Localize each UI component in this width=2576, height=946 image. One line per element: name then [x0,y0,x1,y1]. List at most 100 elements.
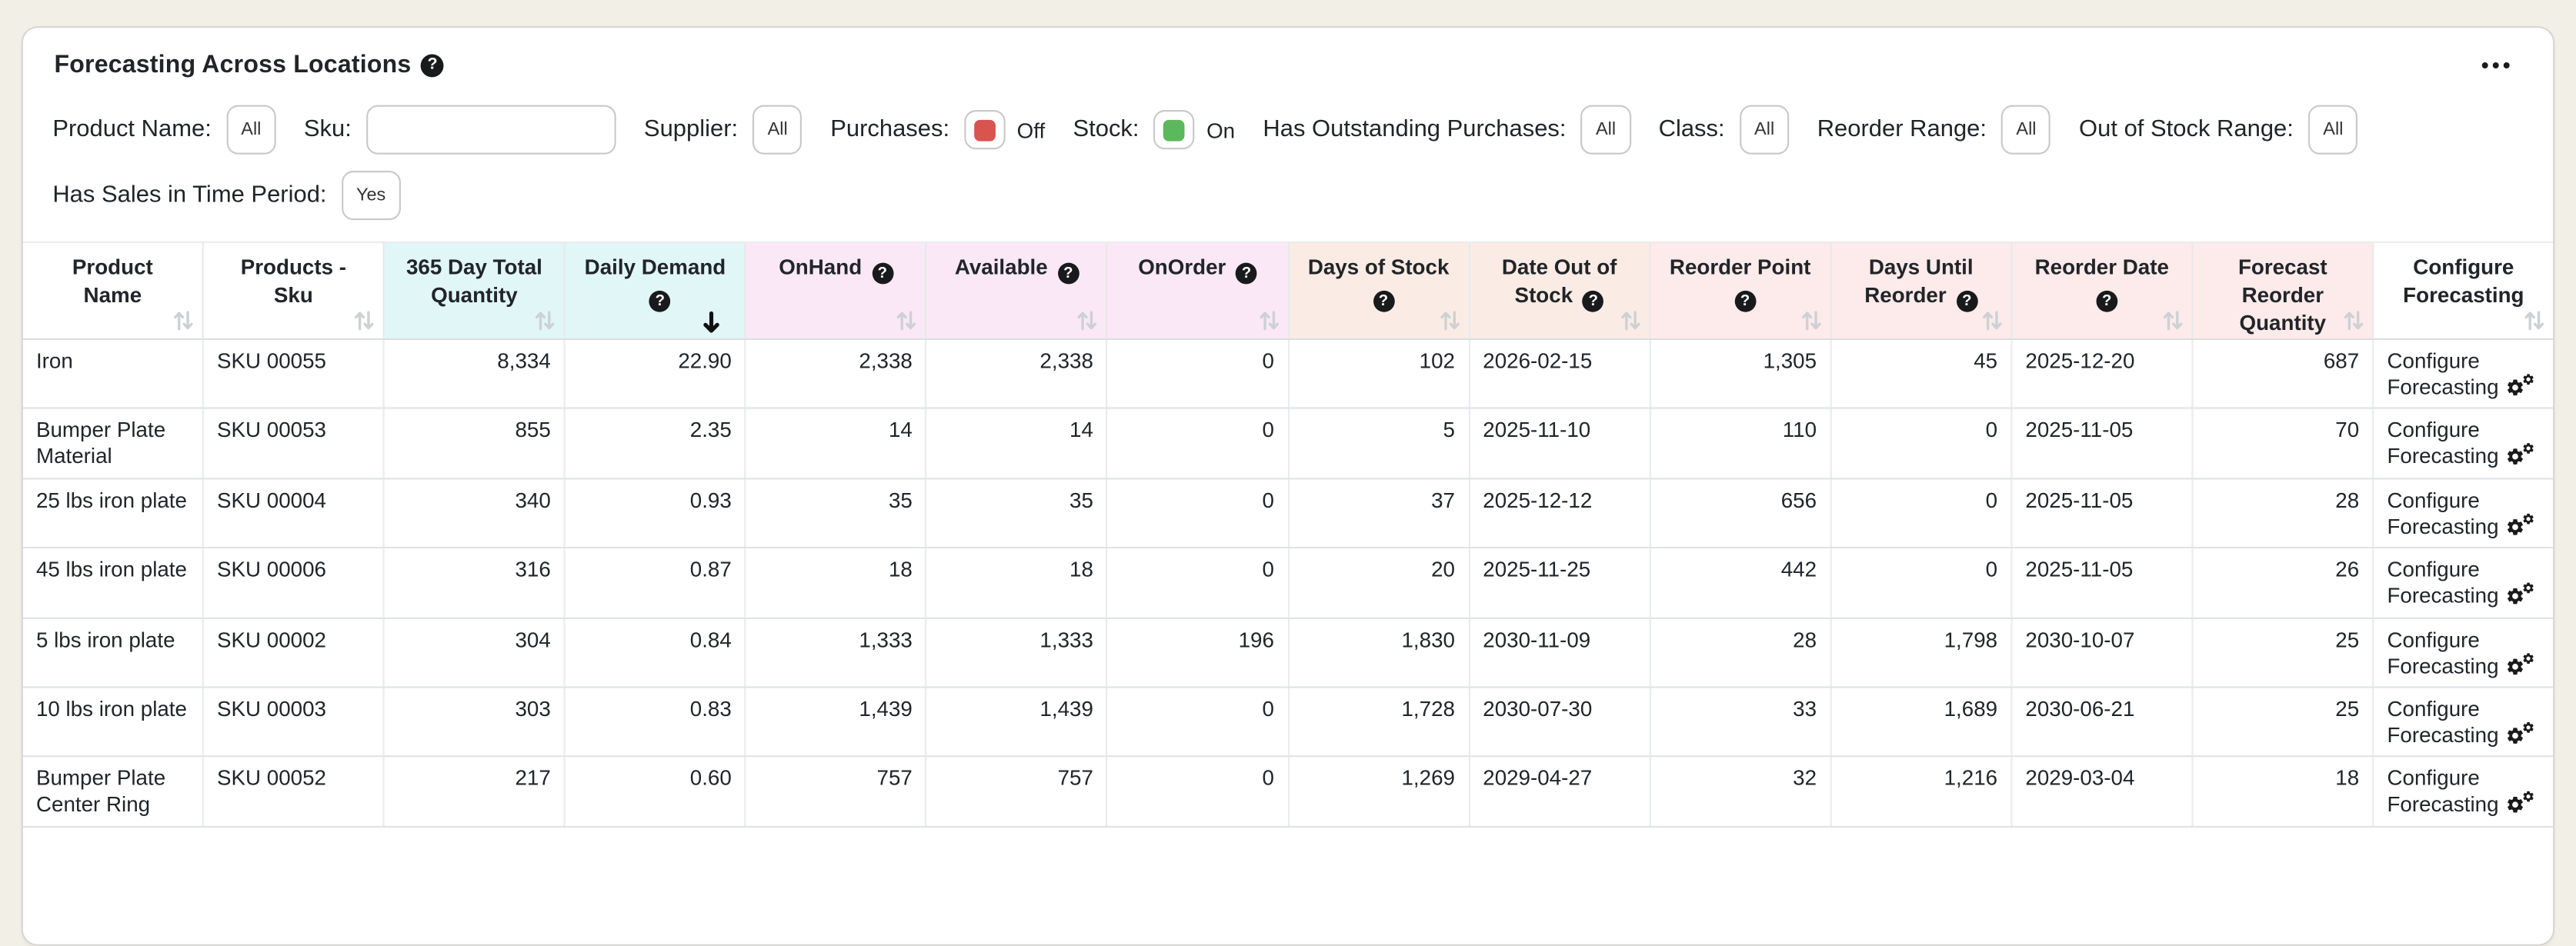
filter-out-of-stock-range: Out of Stock Range: All [2079,105,2358,155]
cell-date-out-of-stock: 2030-11-09 [1468,618,1649,686]
cell-days-of-stock: 1,269 [1287,758,1468,825]
filter-class: Class: All [1659,105,1790,155]
cell-available: 18 [926,549,1106,617]
gears-icon [2505,445,2534,467]
column-header-label: Available [955,255,1048,279]
cell-reorder-date: 2029-03-04 [2010,758,2191,825]
gears-icon [2505,655,2534,676]
help-icon[interactable]: ? [421,53,444,76]
column-header-label: OnOrder [1138,255,1226,279]
help-icon[interactable]: ? [1373,291,1394,312]
cell-onhand: 35 [745,479,926,547]
supplier-filter-button[interactable]: All [752,105,802,155]
configure-forecasting-link[interactable]: Configure Forecasting [2387,766,2534,817]
cell-date-out-of-stock: 2025-12-12 [1468,479,1649,547]
filter-label: Supplier: [644,117,738,143]
has-sales-filter-button[interactable]: Yes [342,171,401,220]
configure-forecasting-link[interactable]: Configure Forecasting [2387,627,2534,678]
column-header-configure-forecasting[interactable]: Configure Forecasting [2372,243,2553,338]
cell-days-until-reorder: 1,798 [1830,618,2010,686]
filter-reorder-range: Reorder Range: All [1817,105,2051,155]
sort-icon [1620,308,1641,331]
column-header-label: Quantity [431,282,518,307]
help-icon[interactable]: ? [872,263,893,285]
help-icon[interactable]: ? [1058,263,1079,285]
cell-products-sku: SKU 00052 [202,758,383,825]
column-header-label: Name [84,282,142,307]
configure-forecasting-link[interactable]: Configure Forecasting [2387,348,2534,399]
sort-icon [2524,308,2545,331]
column-header-daily-demand[interactable]: Daily Demand ? [564,243,745,338]
help-icon[interactable]: ? [1734,291,1756,312]
filter-has-sales-in-time-period: Has Sales in Time Period: Yes [52,171,400,220]
class-filter-button[interactable]: All [1740,105,1790,155]
gears-icon [2505,794,2534,815]
column-header-reorder-point[interactable]: Reorder Point ? [1649,243,1830,338]
column-header-date-out-of-stock[interactable]: Date Out of Stock? [1468,243,1649,338]
cell-days-until-reorder: 0 [1830,479,2010,547]
help-icon[interactable]: ? [1956,291,1977,312]
cell-available: 14 [926,409,1106,477]
reorder-range-filter-button[interactable]: All [2001,105,2051,155]
cell-product-name: Bumper Plate Material [23,409,202,477]
sort-icon [2162,308,2184,331]
configure-forecasting-link[interactable]: Configure Forecasting [2387,557,2534,608]
help-icon[interactable]: ? [649,291,671,312]
cell-onorder: 0 [1106,549,1287,617]
column-header-label: Reorder Point [1670,255,1811,279]
cell-available: 35 [926,479,1106,547]
column-header-forecast-reorder-quantity[interactable]: Forecast Reorder Quantity [2191,243,2372,338]
stock-toggle[interactable] [1154,110,1195,149]
cell-days-of-stock: 37 [1287,479,1468,547]
filter-stock: Stock: On [1073,110,1235,149]
cell-forecast-reorder-quantity: 26 [2191,549,2372,617]
stock-state-label: On [1206,118,1235,142]
has-outstanding-purchases-filter-button[interactable]: All [1581,105,1631,155]
cell-product-name: 10 lbs iron plate [23,688,202,756]
purchases-toggle[interactable] [964,110,1005,149]
filter-label: Stock: [1073,117,1139,143]
filter-label: Has Sales in Time Period: [52,182,326,208]
column-header-products-sku[interactable]: Products - Sku [202,243,383,338]
cell-onorder: 196 [1106,618,1287,686]
page-title: Forecasting Across Locations [54,51,411,78]
filter-bar: Product Name: All Sku: Supplier: All Pur… [23,105,2553,155]
sort-icon [353,308,375,331]
cell-reorder-point: 33 [1649,688,1830,756]
page: Forecasting Across Locations ? ••• Produ… [0,0,2576,831]
help-icon[interactable]: ? [2096,291,2117,312]
overflow-menu-button[interactable]: ••• [2474,49,2520,81]
configure-forecasting-link[interactable]: Configure Forecasting [2387,696,2534,747]
column-header-label: Product [72,255,153,279]
column-header-onorder[interactable]: OnOrder? [1106,243,1287,338]
cell-reorder-date: 2025-11-05 [2010,479,2191,547]
cell-available: 2,338 [926,340,1106,408]
column-header-label: Forecast [2238,255,2327,279]
filter-has-outstanding-purchases: Has Outstanding Purchases: All [1263,105,1630,155]
cell-forecast-reorder-quantity: 70 [2191,409,2372,477]
cell-days-until-reorder: 1,689 [1830,688,2010,756]
column-header-product-name[interactable]: Product Name [23,243,202,338]
column-header-label: Date Out of [1502,255,1617,279]
column-header-label: Days Until [1869,255,1974,279]
product-name-filter-button[interactable]: All [226,105,276,155]
help-icon[interactable]: ? [1236,263,1257,285]
cell-product-name: Iron [23,340,202,408]
help-icon[interactable]: ? [1583,291,1604,312]
cell-onorder: 0 [1106,688,1287,756]
cell-configure-forecasting: Configure Forecasting [2372,340,2553,408]
column-header-available[interactable]: Available? [926,243,1106,338]
out-of-stock-range-filter-button[interactable]: All [2308,105,2358,155]
column-header-reorder-date[interactable]: Reorder Date ? [2010,243,2191,338]
column-header-label: Reorder [2242,282,2324,307]
column-header-days-of-stock[interactable]: Days of Stock ? [1287,243,1468,338]
column-header-365-day-total-quantity[interactable]: 365 Day Total Quantity [383,243,564,338]
cell-date-out-of-stock: 2026-02-15 [1468,340,1649,408]
sku-input[interactable] [366,105,616,155]
column-header-days-until-reorder[interactable]: Days Until Reorder? [1830,243,2010,338]
configure-forecasting-link[interactable]: Configure Forecasting [2387,488,2534,538]
filter-label: Has Outstanding Purchases: [1263,117,1566,143]
configure-forecasting-link[interactable]: Configure Forecasting [2387,418,2534,468]
column-header-onhand[interactable]: OnHand? [745,243,926,338]
cell-onhand: 14 [745,409,926,477]
